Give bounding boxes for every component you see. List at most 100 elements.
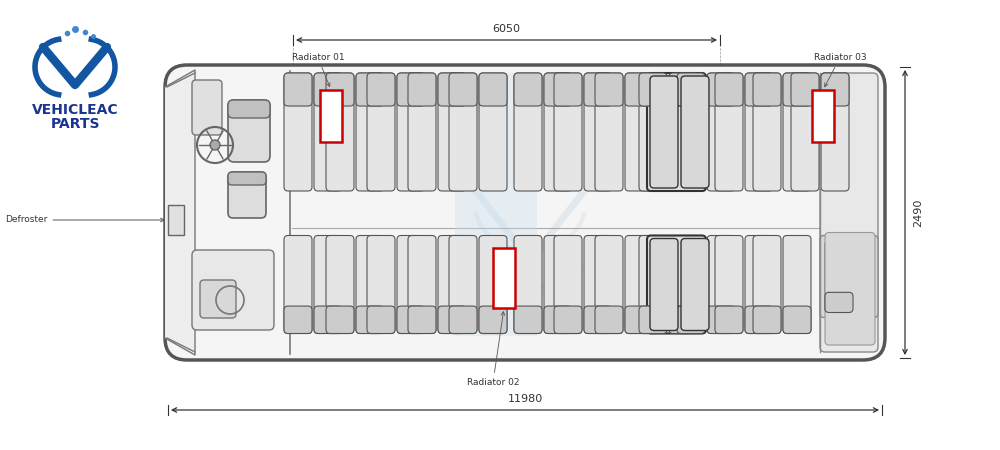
FancyBboxPatch shape — [326, 73, 354, 191]
FancyBboxPatch shape — [625, 306, 653, 333]
FancyBboxPatch shape — [514, 73, 542, 191]
FancyBboxPatch shape — [650, 238, 678, 330]
FancyBboxPatch shape — [677, 73, 705, 191]
FancyBboxPatch shape — [625, 235, 653, 333]
FancyBboxPatch shape — [326, 235, 354, 333]
FancyBboxPatch shape — [397, 306, 425, 333]
FancyBboxPatch shape — [783, 73, 811, 106]
FancyBboxPatch shape — [397, 235, 425, 333]
FancyBboxPatch shape — [165, 65, 885, 360]
FancyBboxPatch shape — [584, 73, 612, 106]
FancyBboxPatch shape — [514, 73, 542, 106]
FancyBboxPatch shape — [715, 73, 743, 191]
FancyBboxPatch shape — [479, 73, 507, 191]
FancyBboxPatch shape — [397, 73, 425, 106]
FancyBboxPatch shape — [595, 73, 623, 191]
FancyBboxPatch shape — [707, 73, 735, 191]
FancyBboxPatch shape — [192, 80, 222, 135]
FancyBboxPatch shape — [681, 76, 709, 188]
Bar — [168, 205, 184, 235]
FancyBboxPatch shape — [825, 233, 875, 345]
FancyBboxPatch shape — [356, 73, 384, 191]
FancyBboxPatch shape — [647, 73, 706, 191]
FancyBboxPatch shape — [791, 73, 819, 191]
FancyBboxPatch shape — [314, 235, 342, 333]
FancyBboxPatch shape — [669, 235, 697, 333]
FancyBboxPatch shape — [367, 73, 395, 191]
FancyBboxPatch shape — [677, 306, 705, 333]
FancyBboxPatch shape — [745, 73, 773, 106]
FancyBboxPatch shape — [449, 73, 477, 106]
FancyBboxPatch shape — [650, 76, 678, 188]
FancyBboxPatch shape — [356, 73, 384, 106]
FancyBboxPatch shape — [228, 100, 270, 162]
FancyBboxPatch shape — [228, 100, 270, 118]
Text: VEHICLEAC: VEHICLEAC — [484, 261, 596, 279]
FancyBboxPatch shape — [639, 235, 667, 333]
FancyBboxPatch shape — [677, 235, 705, 333]
FancyBboxPatch shape — [584, 235, 612, 333]
FancyBboxPatch shape — [544, 73, 572, 106]
FancyBboxPatch shape — [408, 235, 436, 333]
FancyBboxPatch shape — [625, 73, 653, 106]
FancyBboxPatch shape — [820, 73, 878, 352]
FancyBboxPatch shape — [544, 235, 572, 333]
Text: Radiator 01: Radiator 01 — [292, 53, 344, 86]
FancyBboxPatch shape — [367, 306, 395, 333]
FancyBboxPatch shape — [584, 306, 612, 333]
FancyBboxPatch shape — [707, 235, 735, 333]
FancyBboxPatch shape — [228, 172, 266, 218]
Text: Radiator 03: Radiator 03 — [814, 53, 866, 87]
Bar — [812, 90, 834, 142]
FancyBboxPatch shape — [639, 73, 667, 106]
FancyBboxPatch shape — [791, 73, 819, 106]
FancyBboxPatch shape — [438, 235, 466, 333]
FancyBboxPatch shape — [356, 235, 384, 333]
FancyBboxPatch shape — [595, 306, 623, 333]
FancyBboxPatch shape — [554, 73, 582, 106]
FancyBboxPatch shape — [669, 73, 697, 191]
FancyBboxPatch shape — [326, 73, 354, 106]
FancyBboxPatch shape — [825, 240, 853, 312]
FancyBboxPatch shape — [595, 73, 623, 106]
FancyBboxPatch shape — [314, 73, 342, 106]
FancyBboxPatch shape — [715, 73, 743, 106]
FancyBboxPatch shape — [783, 306, 811, 333]
FancyBboxPatch shape — [438, 306, 466, 333]
FancyBboxPatch shape — [753, 235, 781, 333]
FancyBboxPatch shape — [783, 73, 811, 191]
Text: 6050: 6050 — [492, 24, 520, 34]
FancyBboxPatch shape — [707, 73, 735, 106]
FancyBboxPatch shape — [639, 306, 667, 333]
FancyBboxPatch shape — [479, 306, 507, 333]
FancyBboxPatch shape — [408, 73, 436, 106]
FancyBboxPatch shape — [707, 306, 735, 333]
FancyBboxPatch shape — [449, 73, 477, 191]
Circle shape — [210, 140, 220, 150]
FancyBboxPatch shape — [200, 280, 236, 318]
FancyBboxPatch shape — [554, 235, 582, 333]
Text: VEHICLEAC: VEHICLEAC — [32, 103, 118, 117]
Text: PARTS: PARTS — [508, 281, 572, 299]
Text: 11980: 11980 — [507, 394, 543, 404]
Polygon shape — [165, 70, 195, 355]
FancyBboxPatch shape — [669, 306, 697, 333]
FancyBboxPatch shape — [284, 306, 312, 333]
FancyBboxPatch shape — [514, 235, 542, 333]
FancyBboxPatch shape — [367, 235, 395, 333]
FancyBboxPatch shape — [715, 235, 743, 333]
Text: Defroster: Defroster — [5, 216, 164, 225]
FancyBboxPatch shape — [554, 306, 582, 333]
FancyBboxPatch shape — [314, 73, 342, 191]
FancyBboxPatch shape — [284, 73, 312, 106]
FancyBboxPatch shape — [745, 235, 773, 333]
Text: PARTS: PARTS — [50, 117, 100, 131]
FancyBboxPatch shape — [408, 306, 436, 333]
FancyBboxPatch shape — [745, 306, 773, 333]
FancyBboxPatch shape — [438, 73, 466, 191]
FancyBboxPatch shape — [479, 73, 507, 106]
FancyBboxPatch shape — [408, 73, 436, 191]
Text: Radiator 02: Radiator 02 — [467, 312, 519, 387]
FancyBboxPatch shape — [314, 306, 342, 333]
Bar — [320, 90, 342, 142]
